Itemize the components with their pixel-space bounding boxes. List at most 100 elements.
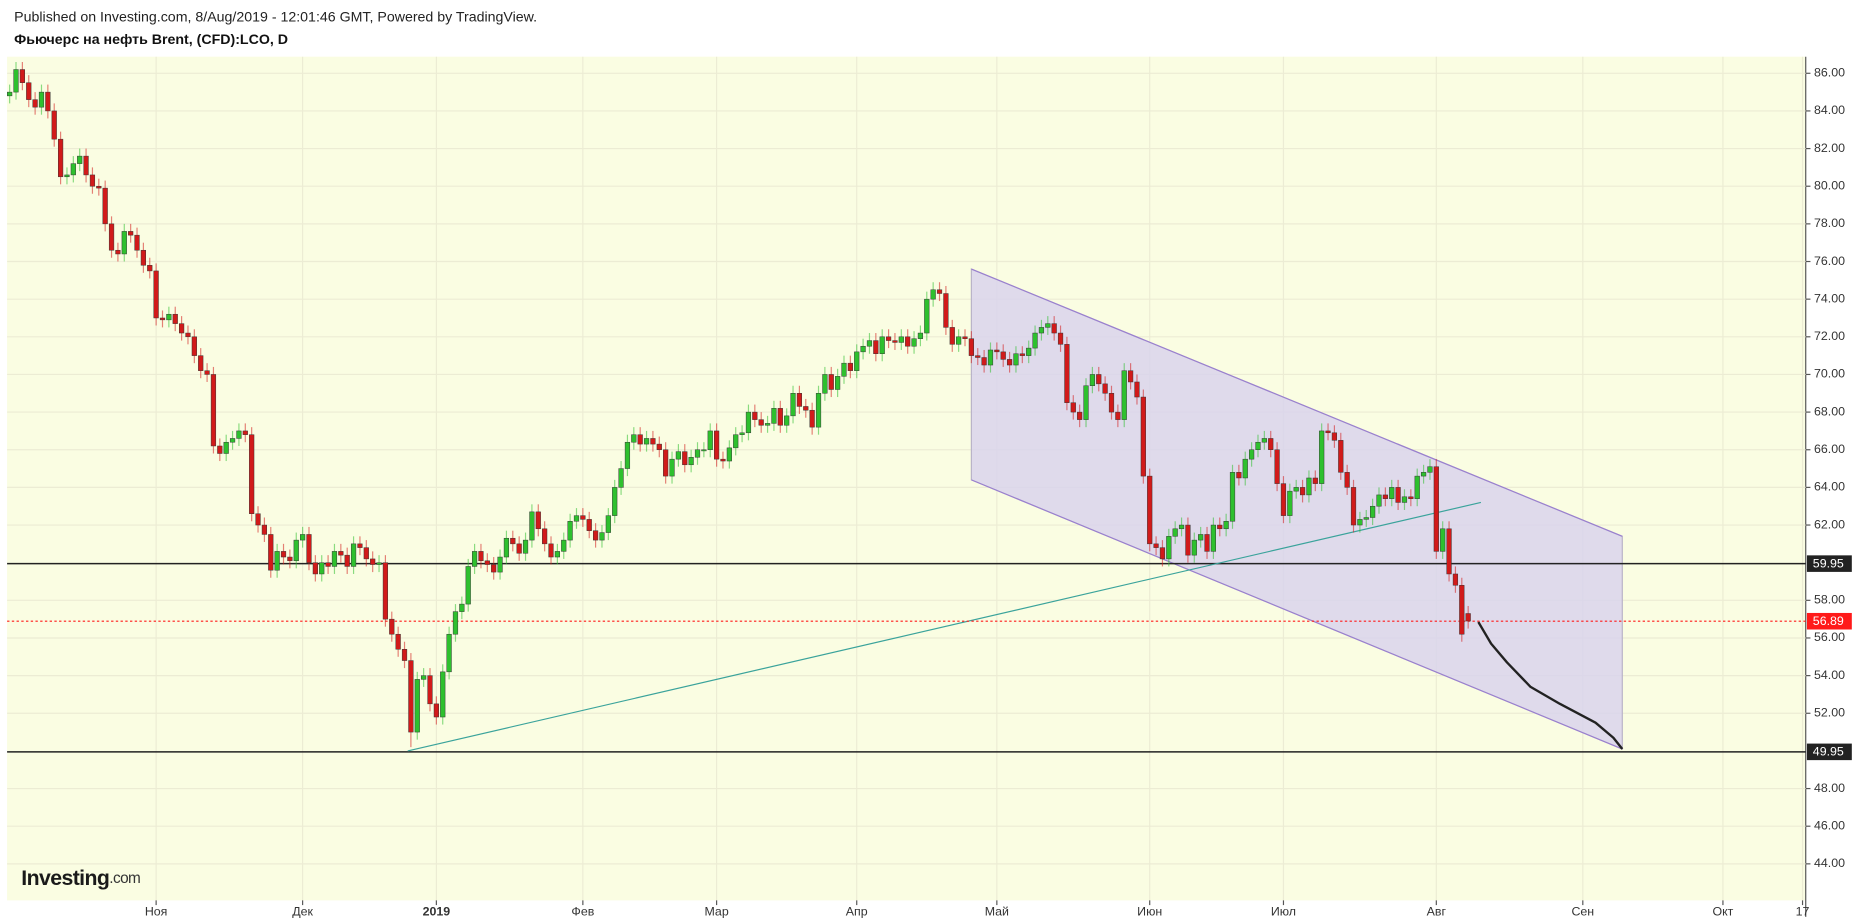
candle-body (1134, 381, 1140, 398)
y-tick-label: 58.00 (1814, 593, 1845, 607)
candle-body (815, 393, 822, 428)
candle-body (159, 317, 166, 321)
level-label: 49.95 (1813, 745, 1844, 759)
candle-body (96, 185, 102, 189)
candle-body (108, 223, 115, 251)
candle-body (179, 323, 185, 334)
candle-body (1045, 323, 1051, 328)
y-tick-label: 56.00 (1814, 630, 1845, 644)
candle-body (274, 551, 280, 571)
candle-body (147, 265, 153, 272)
candle-body (1147, 475, 1153, 545)
candle-body (656, 443, 662, 450)
candle-body (1077, 411, 1083, 420)
candle-body (1236, 472, 1242, 479)
candle-body (847, 362, 853, 371)
candle-body (1191, 539, 1197, 556)
candle-body (198, 355, 204, 371)
candle-body (1166, 536, 1172, 560)
candle-body (370, 558, 376, 565)
y-tick-label: 76.00 (1814, 254, 1845, 268)
candle-body (924, 298, 930, 334)
candle-body (300, 534, 306, 541)
candle-body (191, 336, 197, 356)
x-tick-label: Дек (292, 904, 313, 918)
last-price-label: 56.89 (1813, 614, 1844, 628)
candle-body (714, 430, 720, 460)
candle-body (720, 458, 726, 462)
candle-body (440, 671, 446, 718)
y-tick-label: 62.00 (1814, 517, 1845, 531)
y-tick-label: 70.00 (1814, 367, 1845, 381)
watermark-suffix: .com (109, 870, 140, 887)
projection-curve (1477, 621, 1624, 750)
candle-body (535, 511, 541, 530)
candle-body (1032, 332, 1038, 349)
candle-body (261, 524, 267, 535)
candle-body (707, 430, 713, 450)
candle-body (465, 566, 471, 605)
candle-body (1440, 528, 1446, 552)
candle-body (503, 537, 510, 558)
x-tick-label: Июл (1271, 904, 1296, 918)
candle-body (529, 511, 535, 541)
candle-body (70, 163, 76, 176)
candle-body (153, 270, 159, 319)
candle-body (1159, 547, 1166, 560)
candle-body (643, 438, 650, 445)
candle-body (771, 408, 777, 424)
candle-body (1382, 494, 1388, 499)
candle-body (1357, 519, 1363, 526)
candle-body (1057, 332, 1064, 345)
y-tick-label: 52.00 (1814, 706, 1845, 720)
candle-body (694, 449, 701, 458)
candle-body (1172, 528, 1178, 537)
candle-body (1178, 524, 1185, 530)
level-label: 59.95 (1813, 556, 1844, 570)
channel-top (971, 268, 1623, 537)
candle-body (1350, 487, 1357, 526)
candle-body (841, 362, 847, 377)
candle-body (51, 110, 57, 140)
candle-body (446, 633, 452, 673)
candle-body (134, 234, 140, 251)
candle-body (554, 551, 560, 558)
candle-body (593, 530, 599, 541)
candle-body (1299, 487, 1306, 496)
candle-body (452, 611, 459, 635)
candle-body (892, 340, 898, 343)
candle-body (1000, 351, 1006, 360)
candle-body (1140, 396, 1146, 477)
candle-body (1268, 438, 1274, 450)
candle-body (790, 393, 796, 417)
candle-body (522, 539, 529, 554)
candle-body (949, 327, 955, 345)
candle-body (809, 409, 815, 428)
candle-body (1026, 347, 1032, 356)
candle-body (777, 408, 783, 426)
candle-body (1115, 411, 1121, 420)
candle-body (1452, 573, 1459, 586)
candle-body (1280, 483, 1287, 516)
x-tick-label: Окт (1712, 904, 1733, 918)
candle-body (478, 551, 484, 562)
candle-body (682, 451, 688, 466)
candle-body (1128, 370, 1134, 383)
y-tick-label: 74.00 (1814, 291, 1845, 305)
candle-body (764, 423, 771, 426)
candle-body (784, 415, 790, 426)
candle-body (1414, 475, 1420, 499)
candle-body (1319, 430, 1325, 484)
x-tick-label: 17 (1796, 904, 1810, 918)
candle-body (624, 441, 631, 469)
candle-body (89, 174, 96, 187)
x-tick-label: Авг (1427, 904, 1447, 918)
candle-body (255, 513, 261, 526)
candle-body (516, 543, 522, 554)
candle-body (936, 289, 943, 294)
candle-body (1338, 440, 1344, 473)
candle-body (217, 445, 223, 454)
candle-body (331, 551, 338, 567)
candle-body (312, 562, 318, 575)
